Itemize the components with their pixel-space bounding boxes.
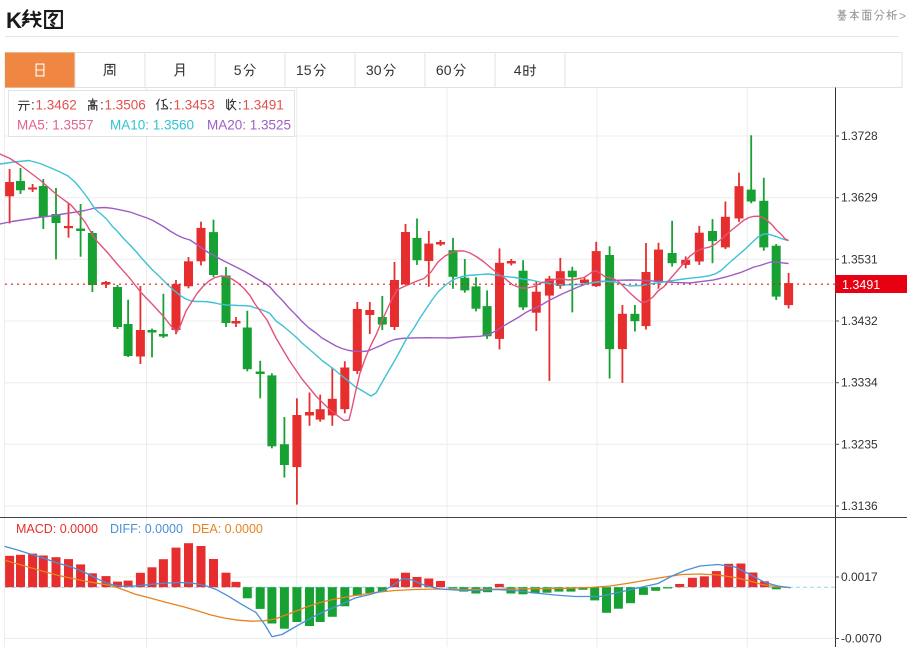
svg-text:MA10: 1.3560: MA10: 1.3560: [110, 118, 194, 133]
svg-text::: :: [100, 98, 104, 113]
svg-text:K: K: [6, 8, 22, 33]
svg-text:1.3453: 1.3453: [174, 98, 215, 113]
svg-text:1.3728: 1.3728: [841, 129, 878, 143]
svg-text:DEA: 0.0000: DEA: 0.0000: [192, 522, 263, 536]
svg-text:1.3432: 1.3432: [841, 314, 878, 328]
svg-text::: :: [31, 98, 35, 113]
svg-text:MA5: 1.3557: MA5: 1.3557: [17, 118, 94, 133]
svg-text:1.3462: 1.3462: [36, 98, 77, 113]
svg-text:DIFF: 0.0000: DIFF: 0.0000: [110, 522, 183, 536]
svg-text:4: 4: [514, 62, 522, 78]
svg-text:1.3334: 1.3334: [841, 376, 878, 390]
svg-text:1.3136: 1.3136: [841, 499, 878, 513]
svg-text:1.3506: 1.3506: [105, 98, 146, 113]
svg-text:MACD: 0.0000: MACD: 0.0000: [16, 522, 98, 536]
svg-text:1.3491: 1.3491: [842, 278, 880, 292]
svg-text:60: 60: [436, 62, 452, 78]
svg-text::: :: [238, 98, 242, 113]
svg-text:30: 30: [366, 62, 382, 78]
svg-text:1.3491: 1.3491: [243, 98, 284, 113]
svg-text:>: >: [899, 9, 906, 23]
svg-text:1.3531: 1.3531: [841, 252, 878, 266]
svg-text:1.3235: 1.3235: [841, 437, 878, 451]
svg-text:5: 5: [234, 62, 242, 78]
svg-text:1.3629: 1.3629: [841, 191, 878, 205]
svg-text:15: 15: [296, 62, 312, 78]
svg-text:MA20: 1.3525: MA20: 1.3525: [207, 118, 291, 133]
svg-text:-0.0070: -0.0070: [841, 632, 882, 646]
svg-text::: :: [169, 98, 173, 113]
svg-text:0.0017: 0.0017: [841, 570, 878, 584]
